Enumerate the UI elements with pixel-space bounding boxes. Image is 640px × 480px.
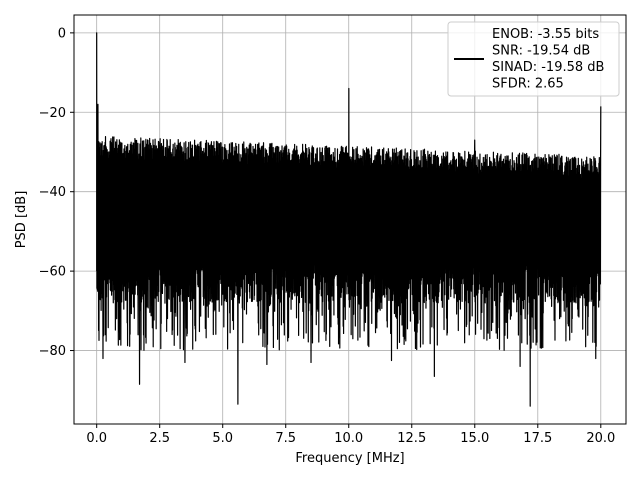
y-tick-label-1: −20	[39, 106, 66, 121]
y-tick-label-0: 0	[58, 26, 66, 41]
x-axis-ticks: 0.0 2.5 5.0 7.5 10.0 12.5 15.0 17.5 20.0	[86, 424, 615, 446]
x-tick-label-5: 12.5	[397, 431, 426, 446]
x-tick-label-0: 0.0	[86, 431, 107, 446]
plot-area	[96, 32, 602, 407]
axes-frame	[73, 14, 627, 425]
x-tick-label-4: 10.0	[334, 431, 363, 446]
legend-box	[447, 21, 620, 97]
x-tick-label-7: 17.5	[523, 431, 552, 446]
psd-trace	[96, 32, 602, 407]
legend-sinad: SINAD: -19.58 dB	[492, 60, 604, 75]
x-tick-label-8: 20.0	[586, 431, 615, 446]
legend-enob: ENOB: -3.55 bits	[492, 27, 599, 42]
x-tick-label-2: 5.0	[212, 431, 233, 446]
x-tick-label-1: 2.5	[149, 431, 170, 446]
y-axis-ticks: 0 −20 −40 −60 −80	[39, 26, 74, 359]
y-axis-label: PSD [dB]	[14, 191, 29, 249]
x-axis-label: Frequency [MHz]	[295, 451, 404, 466]
legend-snr: SNR: -19.54 dB	[492, 44, 590, 59]
x-tick-label-3: 7.5	[275, 431, 296, 446]
y-tick-label-2: −40	[39, 185, 66, 200]
x-tick-label-6: 15.0	[460, 431, 489, 446]
y-tick-label-4: −80	[39, 344, 66, 359]
legend: ENOB: -3.55 bits SNR: -19.54 dB SINAD: -…	[447, 21, 620, 97]
legend-sfdr: SFDR: 2.65	[492, 77, 564, 92]
y-tick-label-3: −60	[39, 265, 66, 280]
